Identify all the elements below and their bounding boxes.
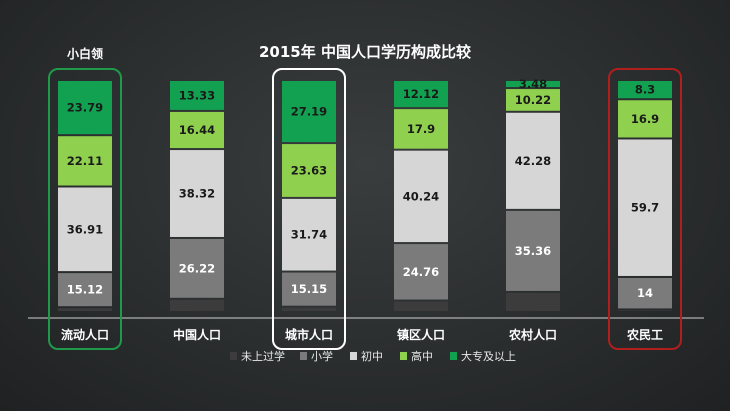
legend-swatch-初中 xyxy=(350,352,357,360)
bar-segment-农民工-初中 xyxy=(618,139,672,276)
bar-segment-中国人口-小学 xyxy=(170,238,224,298)
bar-segment-城市人口-初中 xyxy=(282,198,336,271)
data-label-农村人口-初中: 42.28 xyxy=(515,154,551,168)
bars-layer xyxy=(58,81,672,311)
bar-segment-镇区人口-初中 xyxy=(394,150,448,243)
data-label-流动人口-小学: 15.12 xyxy=(67,283,103,297)
data-label-农民工-小学: 14 xyxy=(637,286,653,300)
category-labels-layer: 流动人口 中国人口 城市人口 镇区人口 农村人口 农民工 xyxy=(61,327,663,342)
data-label-农村人口-小学: 35.36 xyxy=(515,244,551,258)
highlight-frame-农民工 xyxy=(608,68,682,350)
bar-segment-农村人口-初中 xyxy=(506,112,560,209)
bar-segment-农村人口-小学 xyxy=(506,210,560,291)
bar-segment-城市人口-小学 xyxy=(282,272,336,306)
bar-segment-城市人口-未上过学 xyxy=(282,307,336,311)
data-label-农村人口-高中: 10.22 xyxy=(515,93,551,107)
legend-swatch-高中 xyxy=(400,352,407,360)
data-label-中国人口-初中: 38.32 xyxy=(179,187,215,201)
data-label-流动人口-初中: 36.91 xyxy=(67,222,103,236)
data-label-中国人口-高中: 16.44 xyxy=(179,123,215,137)
data-label-农民工-大专及以上: 8.3 xyxy=(635,83,655,97)
highlight-frame-流动人口 xyxy=(48,68,122,350)
legend-swatch-大专及以上 xyxy=(450,352,457,360)
category-label-中国人口: 中国人口 xyxy=(173,327,221,342)
data-label-镇区人口-初中: 40.24 xyxy=(403,189,439,203)
highlight-frames-layer xyxy=(48,68,682,350)
bar-segment-镇区人口-未上过学 xyxy=(394,301,448,311)
bar-segment-流动人口-高中 xyxy=(58,136,112,186)
legend-label-大专及以上: 大专及以上 xyxy=(461,349,516,363)
bar-segment-流动人口-未上过学 xyxy=(58,308,112,311)
bar-segment-农村人口-高中 xyxy=(506,89,560,111)
bar-segment-流动人口-小学 xyxy=(58,273,112,307)
data-label-流动人口-大专及以上: 23.79 xyxy=(67,101,103,115)
data-label-镇区人口-高中: 17.9 xyxy=(407,122,435,136)
data-label-中国人口-小学: 26.22 xyxy=(179,261,215,275)
data-label-城市人口-高中: 23.63 xyxy=(291,163,327,177)
legend-label-小学: 小学 xyxy=(311,349,333,363)
bar-segment-中国人口-初中 xyxy=(170,150,224,237)
category-label-农村人口: 农村人口 xyxy=(508,327,557,342)
legend-swatch-小学 xyxy=(300,352,307,360)
data-label-流动人口-高中: 22.11 xyxy=(67,154,103,168)
bar-segment-中国人口-未上过学 xyxy=(170,299,224,311)
bar-segment-农民工-未上过学 xyxy=(618,310,672,311)
highlight-frame-城市人口 xyxy=(272,68,346,350)
bar-segment-镇区人口-小学 xyxy=(394,244,448,300)
bar-segment-流动人口-初中 xyxy=(58,187,112,272)
category-label-镇区人口: 镇区人口 xyxy=(397,327,445,342)
category-label-流动人口: 流动人口 xyxy=(61,327,109,342)
bar-segment-城市人口-大专及以上 xyxy=(282,81,336,143)
category-label-城市人口: 城市人口 xyxy=(285,327,333,342)
bar-segment-农民工-高中 xyxy=(618,100,672,138)
bar-segment-中国人口-大专及以上 xyxy=(170,81,224,110)
legend-swatch-未上过学 xyxy=(230,352,237,360)
data-label-镇区人口-小学: 24.76 xyxy=(403,265,439,279)
bar-segment-农村人口-大专及以上 xyxy=(506,81,560,88)
bar-segment-农民工-大专及以上 xyxy=(618,81,672,99)
bar-segment-城市人口-高中 xyxy=(282,144,336,197)
data-label-农民工-初中: 59.7 xyxy=(631,201,659,215)
chart-title: 2015年 中国人口学历构成比较 xyxy=(259,43,471,61)
data-labels-layer: 15.12 36.91 22.11 23.79 26.22 38.32 16.44 13.33… xyxy=(67,77,659,300)
category-label-农民工: 农民工 xyxy=(626,327,663,342)
data-label-城市人口-小学: 15.15 xyxy=(291,282,327,296)
bar-segment-中国人口-高中 xyxy=(170,111,224,149)
data-label-镇区人口-大专及以上: 12.12 xyxy=(403,87,439,101)
data-label-农民工-高中: 16.9 xyxy=(631,112,659,126)
bar-segment-农民工-小学 xyxy=(618,277,672,309)
legend: 未上过学 小学 初中 高中 大专及以上 xyxy=(230,349,516,363)
bar-segment-农村人口-未上过学 xyxy=(506,292,560,311)
legend-label-高中: 高中 xyxy=(411,349,433,363)
data-label-城市人口-初中: 31.74 xyxy=(291,228,327,242)
bar-segment-流动人口-大专及以上 xyxy=(58,81,112,135)
legend-label-初中: 初中 xyxy=(361,349,383,363)
data-label-中国人口-大专及以上: 13.33 xyxy=(179,88,215,102)
data-label-农村人口-大专及以上: 3.48 xyxy=(519,77,547,91)
bar-segment-镇区人口-大专及以上 xyxy=(394,81,448,108)
data-label-城市人口-大专及以上: 27.19 xyxy=(291,105,327,119)
bar-segment-镇区人口-高中 xyxy=(394,109,448,149)
legend-label-未上过学: 未上过学 xyxy=(241,349,285,363)
annotation-label: 小白领 xyxy=(67,46,103,61)
